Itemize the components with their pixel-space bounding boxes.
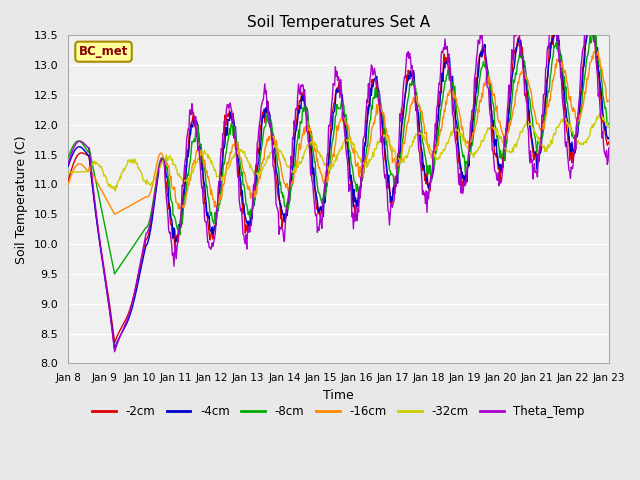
Legend: -2cm, -4cm, -8cm, -16cm, -32cm, Theta_Temp: -2cm, -4cm, -8cm, -16cm, -32cm, Theta_Te… [88, 401, 589, 423]
Text: BC_met: BC_met [79, 45, 128, 58]
X-axis label: Time: Time [323, 389, 354, 402]
Title: Soil Temperatures Set A: Soil Temperatures Set A [247, 15, 430, 30]
Y-axis label: Soil Temperature (C): Soil Temperature (C) [15, 135, 28, 264]
